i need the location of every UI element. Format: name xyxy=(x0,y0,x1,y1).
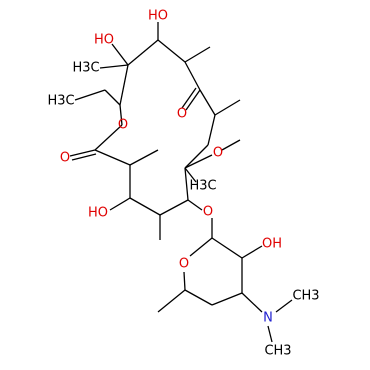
atom-label: O xyxy=(179,257,189,272)
atom-label: H3C xyxy=(47,94,74,109)
bonds xyxy=(69,22,293,343)
atom-label: HO xyxy=(148,9,168,24)
atom-label: OH xyxy=(262,237,282,252)
atom-label: N xyxy=(263,311,273,326)
atom-label: O xyxy=(203,205,213,220)
atom-label: O xyxy=(213,146,223,161)
atom-label: O xyxy=(177,107,187,122)
atom-label: O xyxy=(60,151,70,166)
atom-label: H3C xyxy=(189,179,216,194)
atom-label: HO xyxy=(88,206,108,221)
atom-labels: HO HO H3C H3C O O O O H3C HO O OH O N CH… xyxy=(47,9,319,359)
atom-label: O xyxy=(118,118,128,133)
atom-label: CH3 xyxy=(264,344,291,359)
atom-label: HO xyxy=(94,33,114,48)
atom-label: H3C xyxy=(72,61,99,76)
atom-label: CH3 xyxy=(292,289,319,304)
